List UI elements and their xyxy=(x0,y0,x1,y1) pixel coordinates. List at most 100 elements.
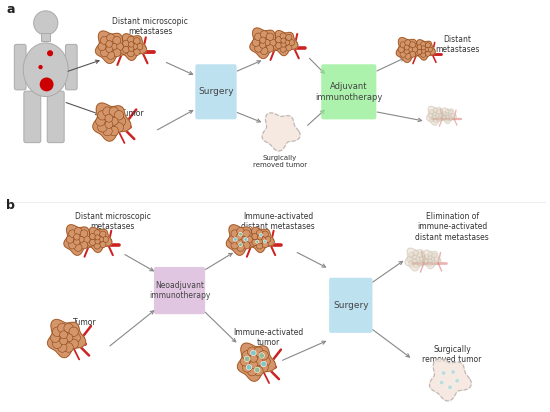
Circle shape xyxy=(244,237,248,241)
Circle shape xyxy=(261,357,270,366)
Circle shape xyxy=(69,230,76,237)
Circle shape xyxy=(100,241,106,248)
Circle shape xyxy=(114,110,124,120)
Circle shape xyxy=(428,113,433,118)
Circle shape xyxy=(448,114,451,117)
Circle shape xyxy=(74,239,80,245)
Circle shape xyxy=(98,110,107,120)
Circle shape xyxy=(432,115,437,119)
Circle shape xyxy=(51,333,60,342)
Circle shape xyxy=(254,347,263,356)
Text: Neoadjuvant
immunotherapy: Neoadjuvant immunotherapy xyxy=(149,281,210,300)
Circle shape xyxy=(263,240,266,243)
Circle shape xyxy=(245,236,252,243)
Circle shape xyxy=(251,350,256,356)
Circle shape xyxy=(65,334,73,342)
Circle shape xyxy=(107,34,115,42)
Circle shape xyxy=(424,47,428,52)
Text: Immune-activated
distant metastases: Immune-activated distant metastases xyxy=(241,212,315,231)
Circle shape xyxy=(239,232,243,236)
Circle shape xyxy=(442,115,447,119)
Circle shape xyxy=(246,365,252,370)
Circle shape xyxy=(413,250,419,256)
Circle shape xyxy=(400,42,406,48)
Circle shape xyxy=(441,371,446,375)
Circle shape xyxy=(430,110,434,114)
Circle shape xyxy=(417,49,422,54)
Text: b: b xyxy=(7,199,15,212)
Circle shape xyxy=(446,110,449,113)
Circle shape xyxy=(276,37,282,43)
Circle shape xyxy=(260,234,262,236)
Circle shape xyxy=(261,237,266,242)
Circle shape xyxy=(281,42,286,47)
Circle shape xyxy=(448,385,453,390)
Circle shape xyxy=(432,261,437,265)
Polygon shape xyxy=(64,225,95,255)
Circle shape xyxy=(47,50,53,56)
Circle shape xyxy=(60,331,68,339)
Text: Surgically
removed tumor: Surgically removed tumor xyxy=(253,155,307,168)
Circle shape xyxy=(276,42,282,49)
Circle shape xyxy=(113,49,121,57)
Circle shape xyxy=(412,255,417,260)
Circle shape xyxy=(103,107,112,116)
Polygon shape xyxy=(226,225,257,255)
Text: Elimination of
immune-activated
distant metastases: Elimination of immune-activated distant … xyxy=(415,212,489,242)
Circle shape xyxy=(82,236,90,243)
Circle shape xyxy=(240,236,246,243)
Circle shape xyxy=(421,52,426,57)
Circle shape xyxy=(74,234,80,240)
Circle shape xyxy=(52,327,62,337)
Circle shape xyxy=(425,51,431,56)
Circle shape xyxy=(435,113,439,117)
FancyBboxPatch shape xyxy=(321,64,376,119)
Circle shape xyxy=(446,112,449,116)
Circle shape xyxy=(427,262,432,266)
Circle shape xyxy=(74,227,82,235)
Circle shape xyxy=(409,252,414,258)
Circle shape xyxy=(252,239,258,246)
Circle shape xyxy=(288,40,294,46)
Circle shape xyxy=(256,240,259,243)
Circle shape xyxy=(256,243,263,249)
Circle shape xyxy=(66,236,74,243)
Circle shape xyxy=(237,227,244,235)
Circle shape xyxy=(257,239,262,244)
Circle shape xyxy=(80,230,88,237)
Circle shape xyxy=(262,241,268,248)
Ellipse shape xyxy=(23,43,68,96)
Polygon shape xyxy=(238,343,276,381)
Circle shape xyxy=(52,339,62,349)
Circle shape xyxy=(286,34,292,40)
Circle shape xyxy=(446,117,449,122)
Circle shape xyxy=(134,49,140,56)
Circle shape xyxy=(261,361,266,367)
Circle shape xyxy=(231,241,239,249)
Circle shape xyxy=(116,42,123,51)
Circle shape xyxy=(405,40,411,46)
Circle shape xyxy=(74,244,82,251)
Circle shape xyxy=(106,41,113,47)
Circle shape xyxy=(132,44,138,49)
Polygon shape xyxy=(430,359,471,401)
Circle shape xyxy=(109,126,119,136)
Circle shape xyxy=(123,47,129,53)
Circle shape xyxy=(71,333,80,342)
Circle shape xyxy=(280,33,286,39)
Circle shape xyxy=(255,358,263,365)
Circle shape xyxy=(432,253,437,258)
Text: Distant microscopic
metastases: Distant microscopic metastases xyxy=(112,17,188,36)
Circle shape xyxy=(116,117,125,126)
Circle shape xyxy=(425,43,431,48)
Circle shape xyxy=(449,117,453,121)
Circle shape xyxy=(80,241,88,249)
Circle shape xyxy=(427,47,432,52)
Circle shape xyxy=(281,38,286,43)
Circle shape xyxy=(449,110,453,114)
Polygon shape xyxy=(262,113,300,151)
Circle shape xyxy=(60,337,68,345)
Circle shape xyxy=(262,231,268,237)
Circle shape xyxy=(250,360,257,368)
Circle shape xyxy=(94,230,100,236)
